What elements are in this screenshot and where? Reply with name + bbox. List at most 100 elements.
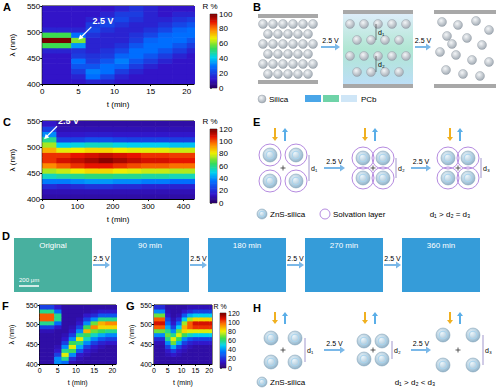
svg-text:360 min: 360 min: [427, 241, 455, 250]
svg-text:5: 5: [56, 367, 60, 374]
svg-text:d₃: d₃: [485, 347, 492, 354]
svg-text:0: 0: [228, 365, 232, 372]
svg-text:100: 100: [71, 202, 85, 211]
svg-text:450: 450: [27, 169, 41, 178]
svg-text:500: 500: [140, 321, 152, 328]
svg-text:F: F: [2, 300, 9, 312]
svg-text:20: 20: [182, 87, 191, 96]
svg-text:ZnS-silica: ZnS-silica: [270, 378, 306, 387]
svg-text:d₂: d₂: [398, 165, 405, 172]
svg-text:500: 500: [26, 321, 38, 328]
svg-text:40: 40: [228, 346, 236, 353]
svg-text:20: 20: [108, 367, 116, 374]
svg-text:400: 400: [177, 202, 191, 211]
svg-text:λ (nm): λ (nm): [8, 148, 17, 171]
svg-text:15: 15: [146, 87, 155, 96]
svg-text:λ (nm): λ (nm): [128, 325, 136, 345]
svg-text:2.5 V: 2.5 V: [415, 37, 432, 44]
svg-text:200: 200: [106, 202, 120, 211]
svg-text:400: 400: [140, 361, 152, 368]
svg-text:80: 80: [219, 149, 228, 158]
svg-text:2.5 V: 2.5 V: [384, 255, 401, 262]
svg-text:Silica: Silica: [269, 95, 289, 104]
svg-text:500: 500: [27, 28, 41, 37]
svg-text:d₁ > d₂ = d₃: d₁ > d₂ = d₃: [430, 210, 471, 219]
svg-text:450: 450: [27, 54, 41, 63]
svg-text:G: G: [126, 300, 135, 312]
svg-text:180 min: 180 min: [233, 241, 261, 250]
svg-text:D: D: [2, 230, 10, 242]
svg-text:20: 20: [219, 69, 228, 78]
svg-text:10: 10: [72, 367, 80, 374]
svg-text:0: 0: [219, 84, 224, 93]
svg-text:2.5 V: 2.5 V: [326, 340, 343, 347]
svg-text:Solvation layer: Solvation layer: [333, 210, 386, 219]
svg-text:t (min): t (min): [107, 215, 130, 224]
svg-text:10: 10: [110, 87, 119, 96]
svg-text:20: 20: [219, 186, 228, 195]
svg-text:R %: R %: [213, 303, 226, 310]
svg-text:E: E: [253, 116, 260, 128]
svg-text:A: A: [3, 1, 11, 13]
svg-text:550: 550: [26, 302, 38, 309]
svg-text:R %: R %: [202, 2, 217, 11]
svg-text:5: 5: [166, 367, 170, 374]
svg-text:0: 0: [40, 202, 45, 211]
svg-text:2.5 V: 2.5 V: [413, 340, 430, 347]
svg-text:R %: R %: [202, 117, 217, 126]
svg-text:40: 40: [219, 174, 228, 183]
svg-text:2.5 V: 2.5 V: [287, 255, 304, 262]
svg-text:20: 20: [228, 355, 236, 362]
svg-text:d₃: d₃: [483, 165, 490, 172]
svg-text:550: 550: [27, 117, 41, 126]
svg-text:t (min): t (min): [173, 379, 193, 387]
svg-text:100: 100: [228, 319, 240, 326]
svg-text:d₁ > d₂ < d₃: d₁ > d₂ < d₃: [395, 378, 436, 387]
svg-text:λ (nm): λ (nm): [8, 33, 17, 56]
svg-text:120: 120: [228, 310, 240, 317]
svg-text:120: 120: [219, 125, 233, 134]
svg-text:15: 15: [90, 367, 98, 374]
svg-text:550: 550: [140, 302, 152, 309]
svg-text:Original: Original: [39, 241, 67, 250]
svg-text:2.5 V: 2.5 V: [326, 158, 343, 165]
svg-text:d₂: d₂: [378, 61, 385, 68]
svg-text:100: 100: [219, 137, 233, 146]
svg-text:2.5 V: 2.5 V: [413, 158, 430, 165]
svg-text:d₁: d₁: [307, 347, 314, 354]
svg-text:15: 15: [192, 367, 200, 374]
svg-text:450: 450: [140, 341, 152, 348]
svg-text:5: 5: [76, 87, 81, 96]
svg-text:0: 0: [38, 367, 42, 374]
svg-text:270 min: 270 min: [330, 241, 358, 250]
svg-text:80: 80: [219, 24, 228, 33]
svg-text:20: 20: [205, 367, 213, 374]
svg-text:200 μm: 200 μm: [19, 277, 39, 283]
svg-text:d₂: d₂: [394, 347, 401, 354]
svg-text:t (min): t (min): [107, 100, 130, 109]
svg-text:0: 0: [152, 367, 156, 374]
svg-text:60: 60: [219, 39, 228, 48]
svg-text:λ (nm): λ (nm): [8, 325, 16, 345]
svg-text:450: 450: [26, 341, 38, 348]
svg-text:40: 40: [219, 54, 228, 63]
svg-text:550: 550: [27, 2, 41, 11]
svg-text:ZnS-silica: ZnS-silica: [270, 210, 306, 219]
svg-text:2.5 V: 2.5 V: [190, 255, 207, 262]
svg-text:d₁: d₁: [378, 29, 385, 36]
svg-text:60: 60: [228, 337, 236, 344]
svg-text:80: 80: [228, 328, 236, 335]
svg-text:2.5 V: 2.5 V: [92, 16, 113, 26]
svg-text:400: 400: [26, 361, 38, 368]
svg-text:400: 400: [27, 80, 41, 89]
svg-text:0: 0: [219, 199, 224, 208]
svg-text:100: 100: [219, 10, 233, 19]
svg-text:500: 500: [27, 143, 41, 152]
svg-text:60: 60: [219, 162, 228, 171]
svg-text:PCb: PCb: [361, 95, 377, 104]
svg-text:2.5 V: 2.5 V: [322, 37, 339, 44]
svg-text:0: 0: [40, 87, 45, 96]
svg-text:H: H: [253, 302, 261, 314]
svg-text:B: B: [253, 1, 261, 13]
svg-text:300: 300: [141, 202, 155, 211]
